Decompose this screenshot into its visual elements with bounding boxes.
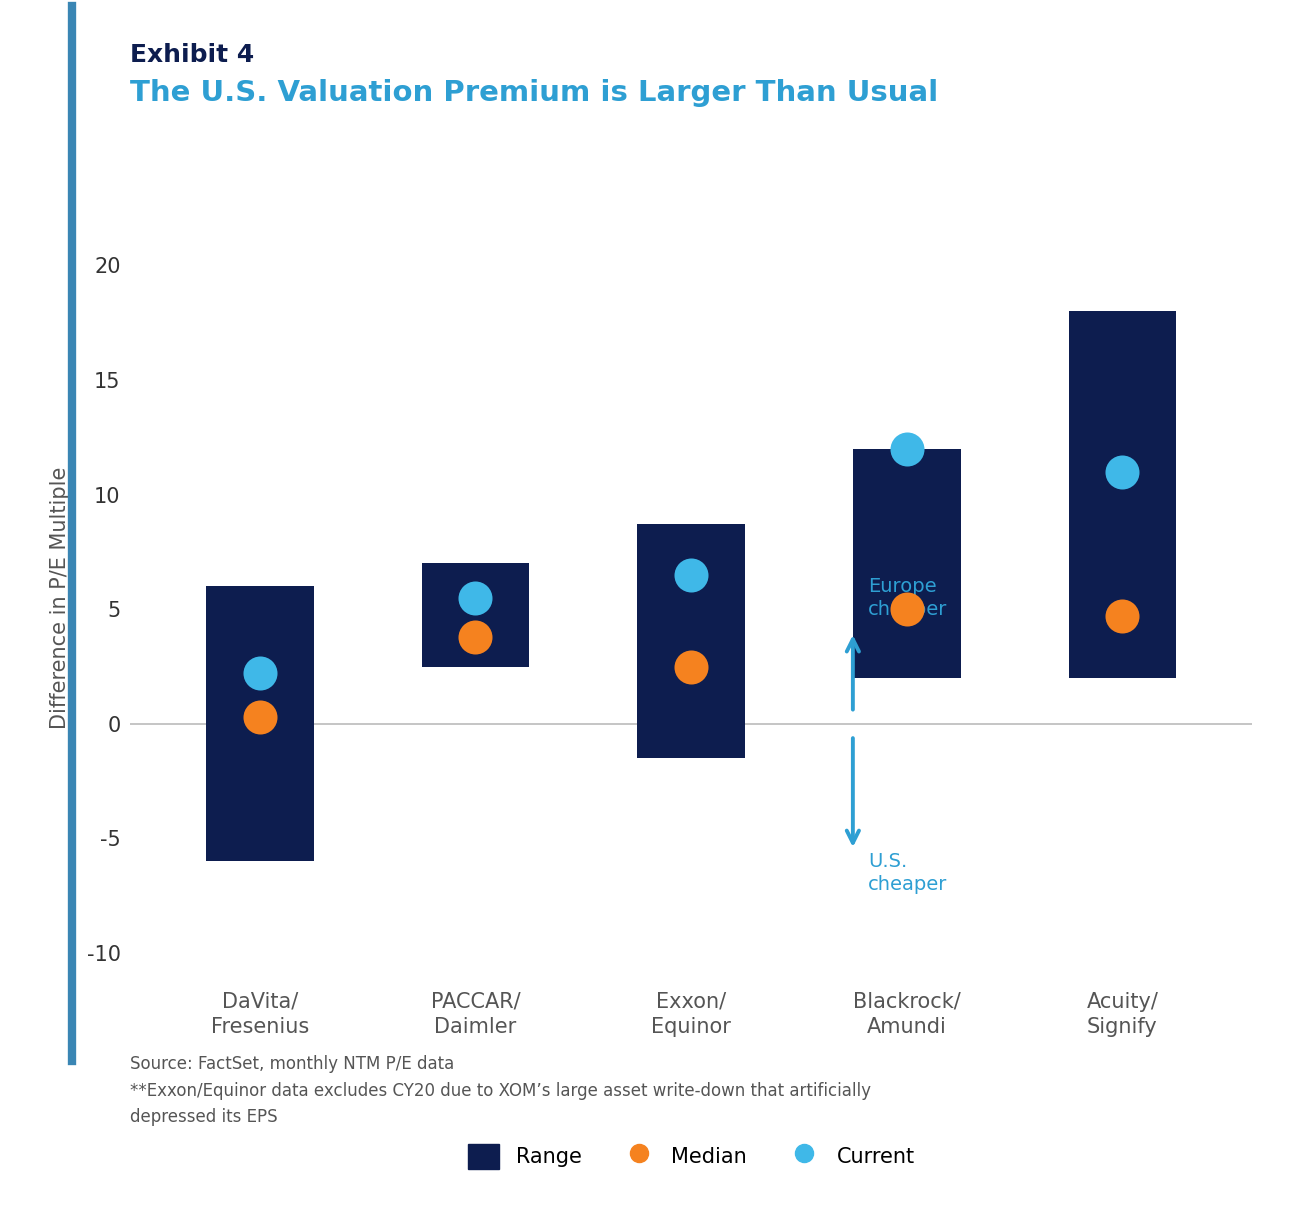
Bar (853, 449, 961, 678)
Legend: Range, Median, Current: Range, Median, Current (459, 1136, 923, 1177)
Text: Exhibit 4: Exhibit 4 (130, 43, 254, 67)
Text: U.S.
cheaper: U.S. cheaper (868, 852, 947, 894)
Point (466, 627, 486, 647)
Point (896, 439, 917, 459)
Point (1112, 606, 1133, 626)
Bar (206, 587, 314, 861)
Bar (421, 564, 529, 666)
Text: The U.S. Valuation Premium is Larger Than Usual: The U.S. Valuation Premium is Larger Tha… (130, 79, 939, 107)
Point (681, 565, 702, 584)
Point (1112, 462, 1133, 482)
Point (249, 708, 270, 727)
Point (681, 656, 702, 676)
Text: Source: FactSet, monthly NTM P/E data
**Exxon/Equinor data excludes CY20 due to : Source: FactSet, monthly NTM P/E data **… (130, 1055, 871, 1126)
Y-axis label: Difference in P/E Multiple: Difference in P/E Multiple (50, 466, 70, 730)
Point (466, 588, 486, 608)
Bar (638, 525, 745, 759)
Point (249, 664, 270, 683)
Point (896, 599, 917, 619)
Bar (1068, 311, 1176, 678)
Text: Europe
cheaper: Europe cheaper (868, 577, 947, 619)
